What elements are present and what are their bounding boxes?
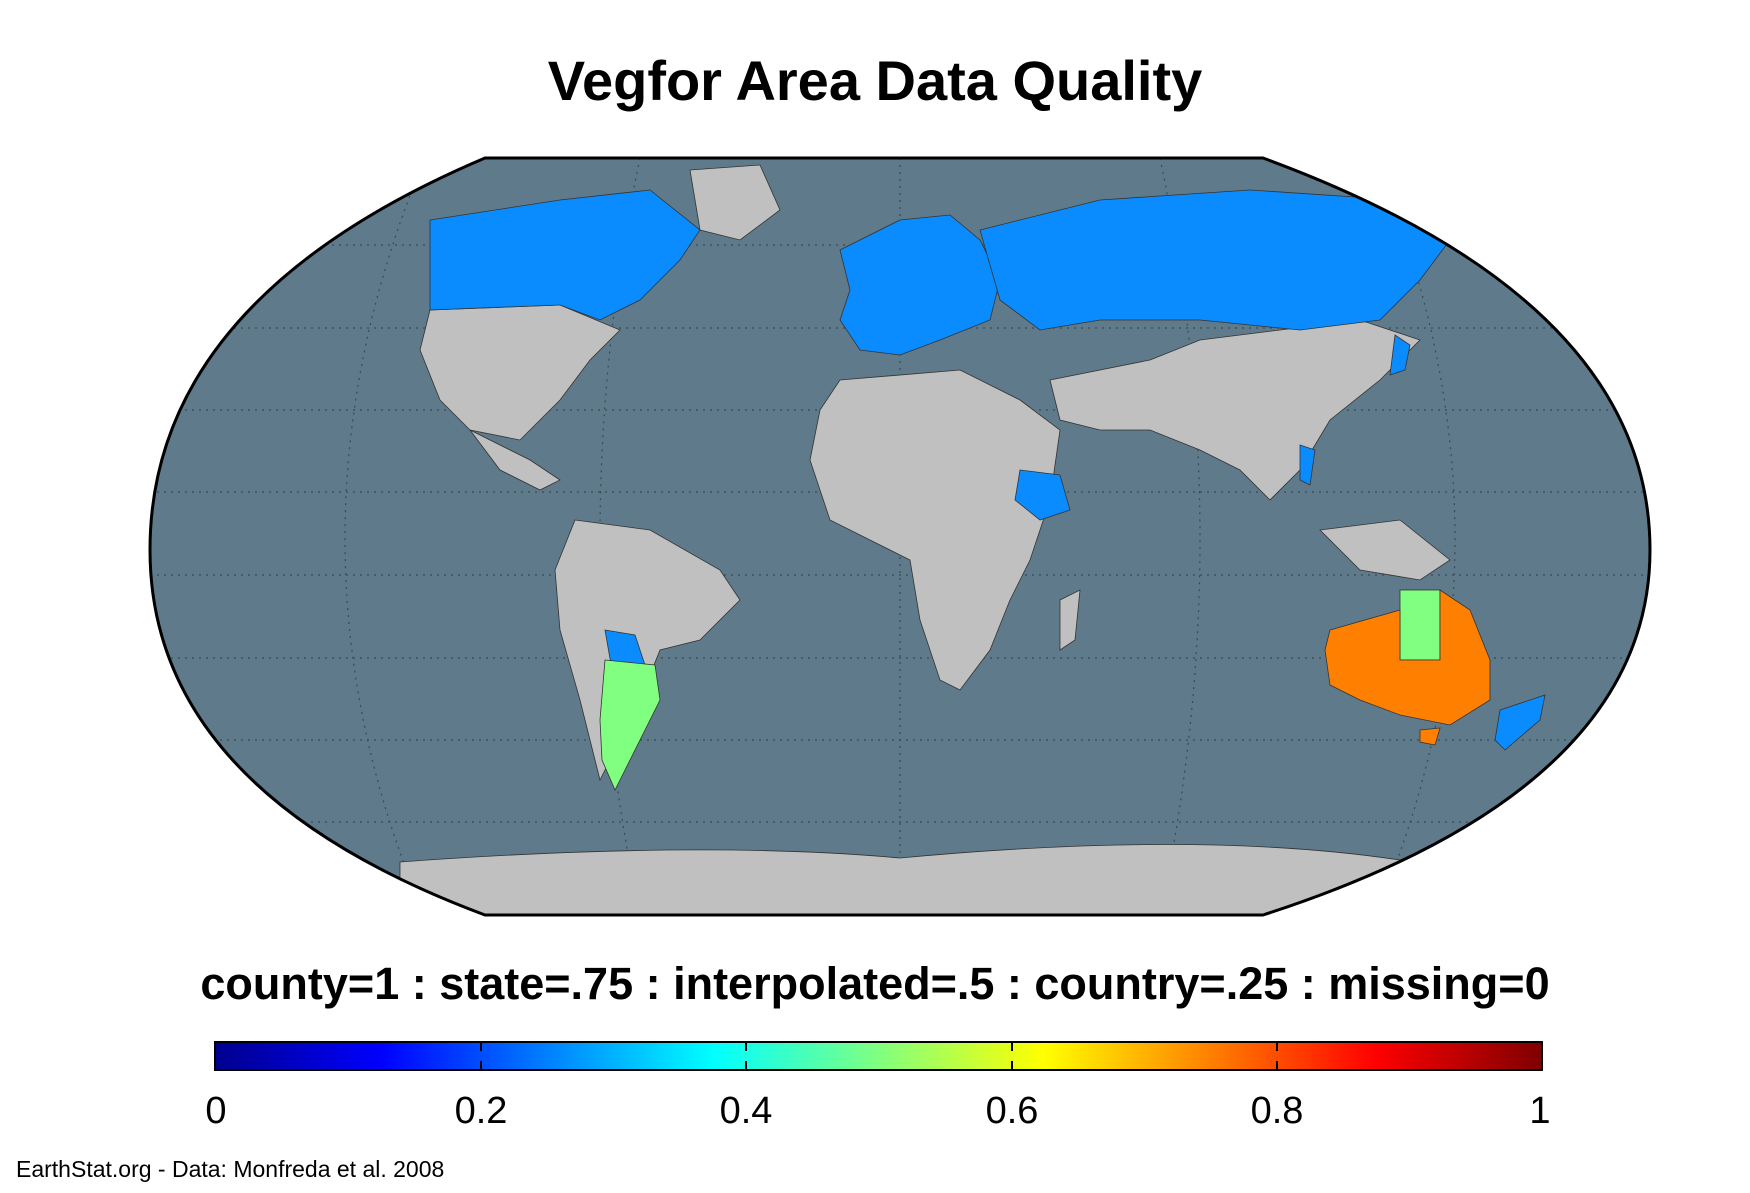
- colorbar-tick-label: 0.4: [719, 1090, 773, 1132]
- data-credit: EarthStat.org - Data: Monfreda et al. 20…: [16, 1156, 445, 1182]
- land-missing: [399, 164, 1451, 915]
- colorbar-tick: [480, 1043, 482, 1051]
- colorbar-tick: [1011, 1061, 1013, 1069]
- colorbar-tick: [480, 1061, 482, 1069]
- colorbar-tick: [745, 1061, 747, 1069]
- colorbar-tick-label: 1: [1529, 1090, 1551, 1132]
- colorbar: [214, 1041, 1543, 1071]
- colorbar-tick-label: 0.2: [454, 1090, 508, 1132]
- colorbar-tick: [1276, 1043, 1278, 1051]
- colorbar-tick-label: 0.8: [1250, 1090, 1304, 1132]
- regions-interpolated: [599, 589, 1441, 791]
- regions-state-level: [1324, 589, 1491, 746]
- regions-country-level: [429, 189, 1546, 751]
- colorbar-tick: [1276, 1061, 1278, 1069]
- colorbar-tick-label: 0.6: [985, 1090, 1039, 1132]
- colorbar-tick: [1011, 1043, 1013, 1051]
- colorbar-tick-label: 0: [205, 1090, 227, 1132]
- map-title: Vegfor Area Data Quality: [547, 49, 1203, 112]
- globe-outline: [148, 156, 1652, 917]
- colorbar-tick: [745, 1043, 747, 1051]
- legend-caption: county=1 : state=.75 : interpolated=.5 :…: [200, 958, 1550, 1009]
